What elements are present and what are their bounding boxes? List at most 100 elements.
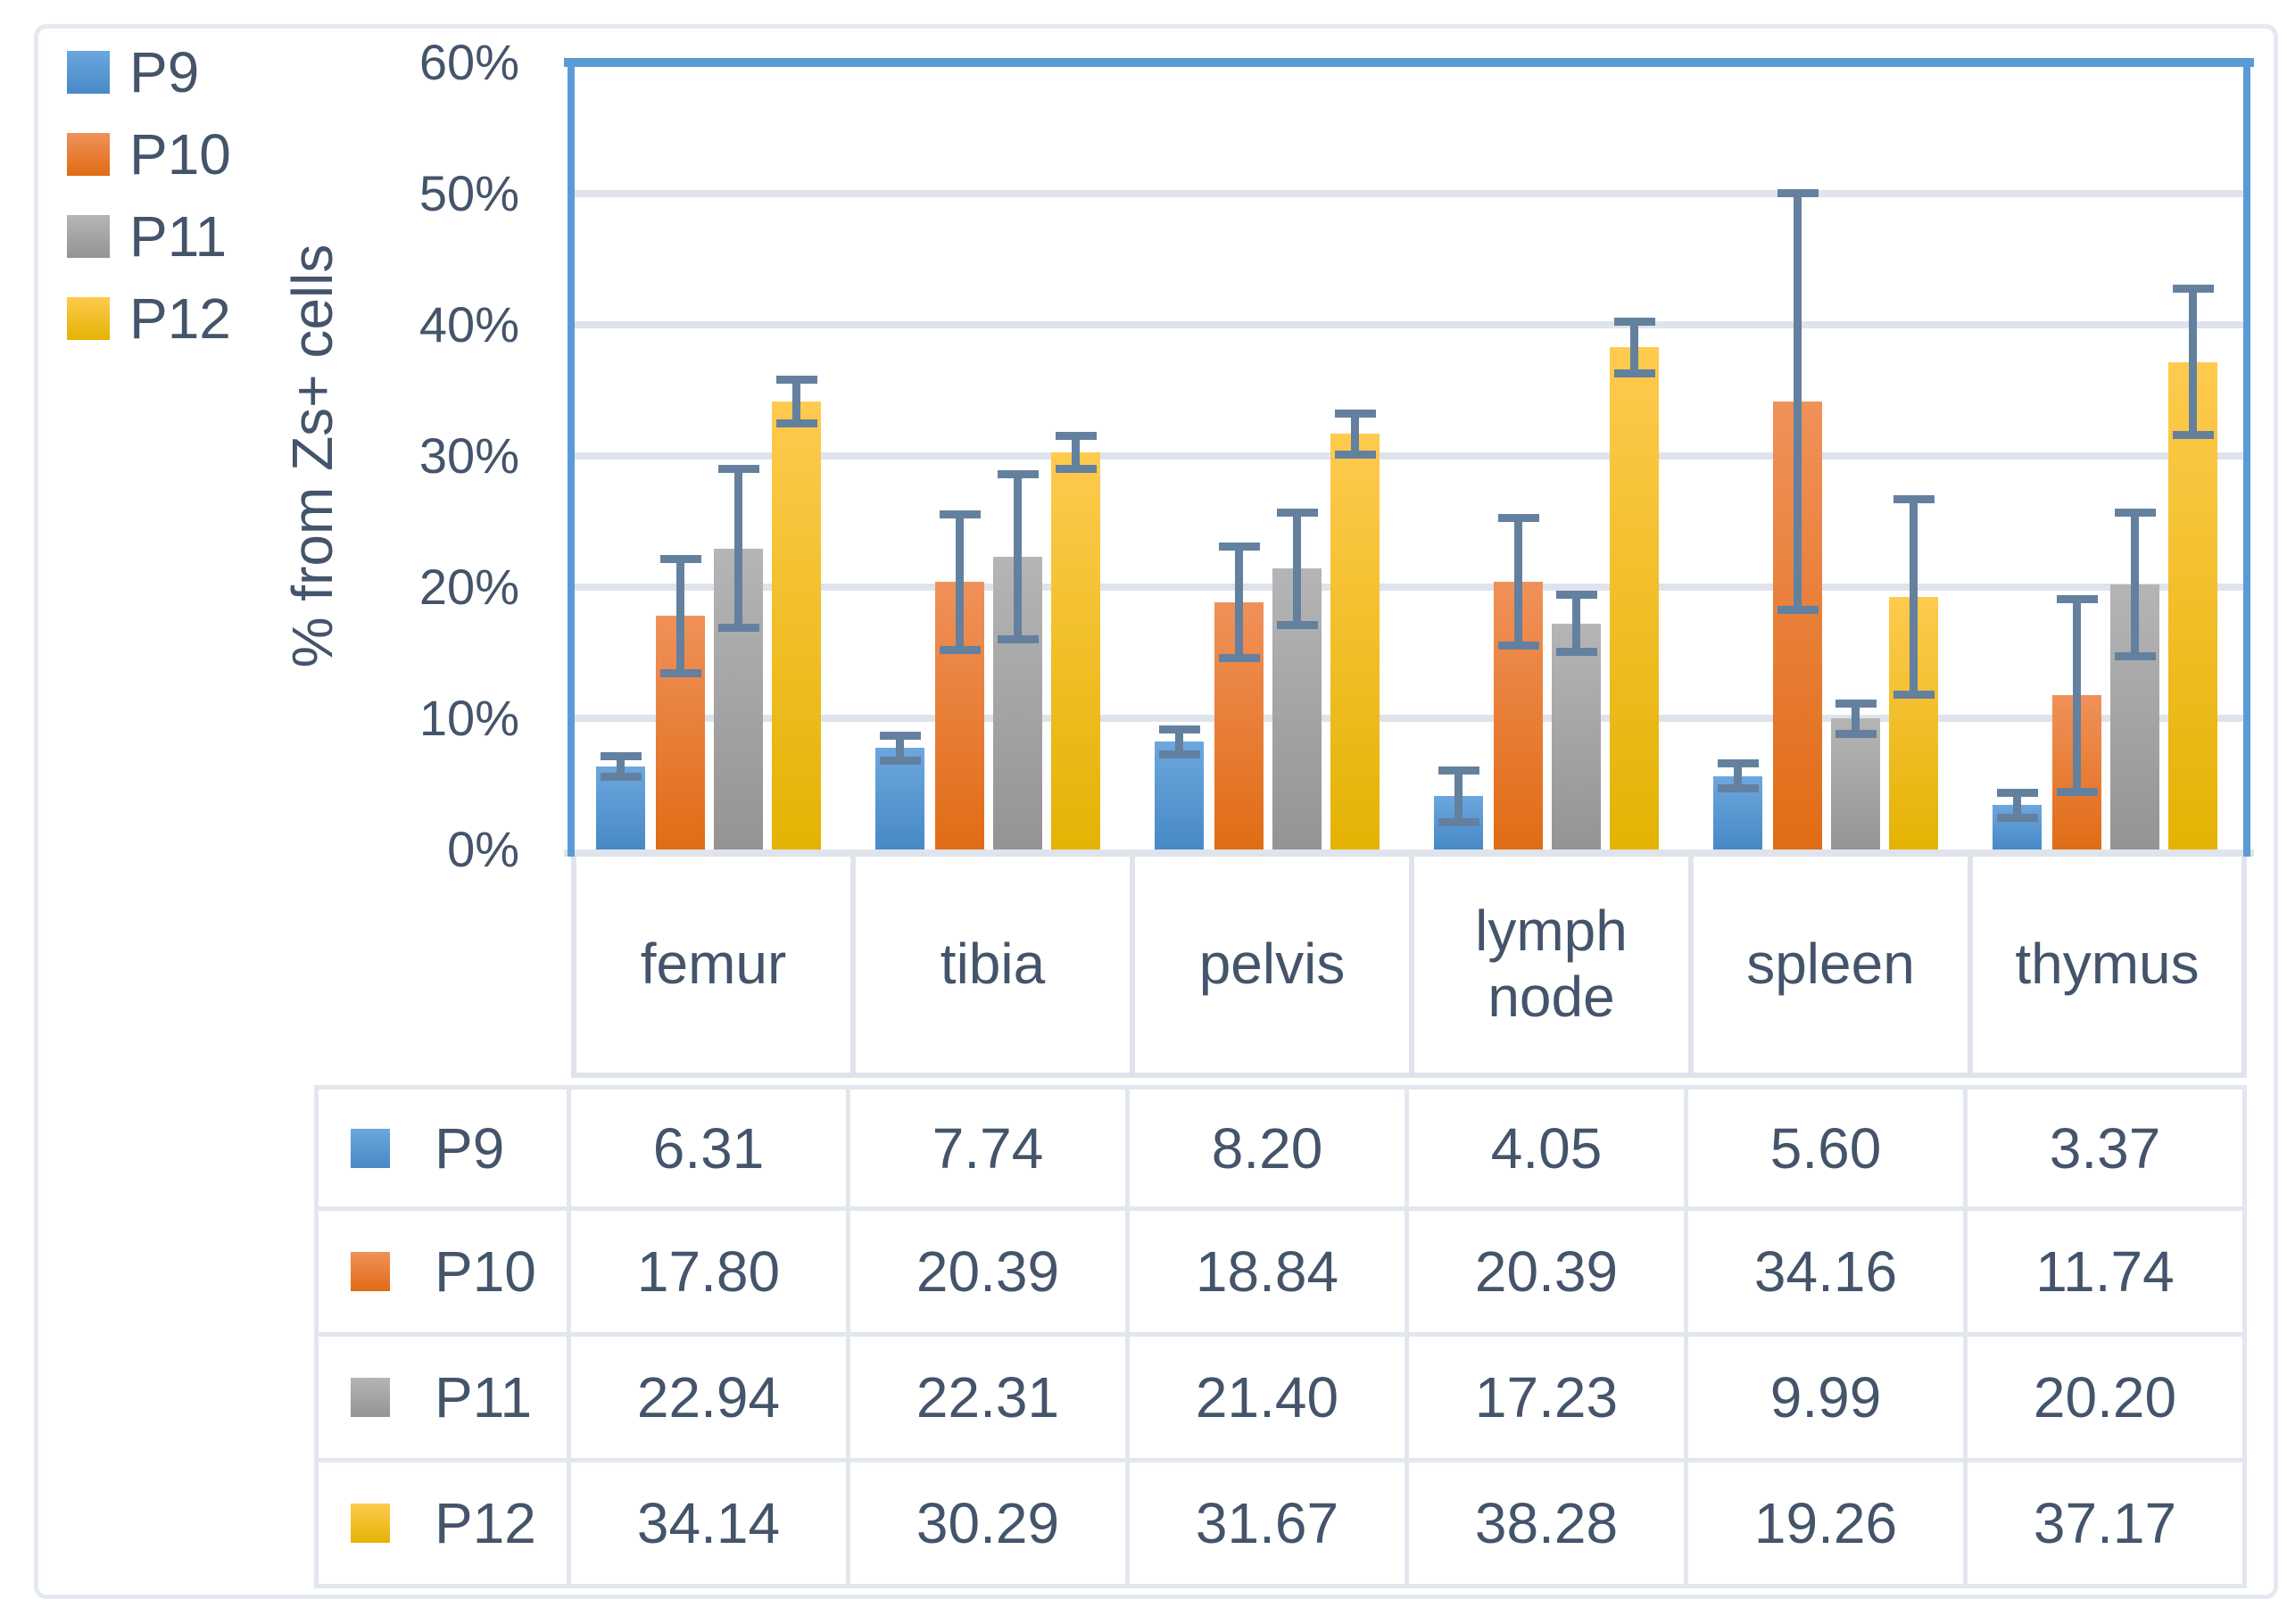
error-bar-P11-femur [734, 468, 742, 629]
error-bar-P9-spleen [1734, 762, 1742, 790]
table-cell-P9-spleen: 5.60 [1688, 1085, 1968, 1211]
error-cap-top-P9-pelvis [1158, 725, 1200, 733]
error-cap-bottom-P10-thymus [2056, 788, 2098, 797]
error-cap-top-P11-pelvis [1276, 509, 1318, 518]
error-cap-bottom-P10-spleen [1777, 605, 1819, 614]
plot-border-top [564, 58, 2254, 67]
error-bar-P9-pelvis [1175, 728, 1183, 756]
error-cap-bottom-P9-spleen [1717, 784, 1759, 793]
table-cell-P9-lymph-node: 4.05 [1409, 1085, 1688, 1211]
legend-label: P11 [129, 204, 228, 269]
table-key-swatch-P10 [351, 1252, 390, 1291]
error-cap-bottom-P11-tibia [997, 634, 1039, 643]
error-cap-top-P12-lymph node [1613, 317, 1655, 326]
table-cell-P9-femur: 6.31 [571, 1085, 850, 1211]
error-cap-top-P12-thymus [2172, 285, 2214, 294]
error-cap-top-P9-thymus [1996, 788, 2038, 797]
error-cap-bottom-P12-lymph node [1613, 369, 1655, 377]
table-cell-P10-femur: 17.80 [571, 1211, 850, 1337]
category-label-femur: femur [571, 857, 850, 1073]
legend-swatch-P11 [67, 215, 110, 258]
error-bar-P10-thymus [2073, 598, 2081, 793]
error-cap-top-P11-lymph node [1555, 591, 1597, 600]
y-tick-label-0: 0% [447, 821, 519, 877]
table-cell-P12-pelvis: 31.67 [1130, 1462, 1409, 1588]
table-cell-P10-spleen: 34.16 [1688, 1211, 1968, 1337]
table-cell-P9-tibia: 7.74 [850, 1085, 1130, 1211]
category-label-tibia: tibia [850, 857, 1130, 1073]
error-bar-P9-lymph node [1454, 770, 1463, 823]
error-cap-bottom-P10-femur [659, 669, 701, 678]
error-bar-P10-tibia [956, 513, 964, 650]
error-cap-top-P11-spleen [1835, 699, 1877, 708]
error-cap-top-P11-femur [717, 465, 759, 474]
gridline-30 [575, 452, 2243, 460]
y-tick-label-30: 30% [418, 427, 519, 484]
chart-data-table: P9 6.31 7.74 8.20 4.05 5.60 3.37 P10 17.80 20.39 1… [314, 1085, 2247, 1588]
table-cell-P11-lymph-node: 17.23 [1409, 1337, 1688, 1462]
table-cell-P11-pelvis: 21.40 [1130, 1337, 1409, 1462]
table-cell-P9-thymus: 3.37 [1968, 1085, 2247, 1211]
error-cap-bottom-P12-tibia [1055, 464, 1097, 473]
y-tick-label-60: 60% [418, 34, 519, 90]
error-cap-top-P10-femur [659, 554, 701, 563]
table-cell-P12-spleen: 19.26 [1688, 1462, 1968, 1588]
table-row-label: P10 [435, 1239, 536, 1304]
table-cell-P10-thymus: 11.74 [1968, 1211, 2247, 1337]
table-row-header-P9: P9 [314, 1085, 571, 1211]
error-cap-top-P12-tibia [1055, 431, 1097, 440]
error-bar-P11-pelvis [1293, 512, 1301, 626]
legend-item-P11: P11 [67, 208, 227, 265]
error-bar-P9-tibia [896, 734, 904, 761]
y-tick-label-20: 20% [418, 559, 519, 615]
table-key-swatch-P9 [351, 1128, 390, 1168]
bar-P12-lymph node [1610, 347, 1659, 849]
error-cap-bottom-P9-thymus [1996, 814, 2038, 823]
error-cap-top-P12-spleen [1893, 494, 1935, 503]
bar-P12-pelvis [1330, 434, 1380, 849]
plot-border-left [568, 62, 575, 857]
error-cap-bottom-P10-pelvis [1218, 654, 1260, 663]
x-axis-line [564, 849, 2254, 857]
error-cap-bottom-P9-tibia [879, 756, 921, 765]
legend-swatch-P12 [67, 297, 110, 340]
legend-item-P12: P12 [67, 290, 231, 347]
chart-figure-border [34, 24, 2278, 1599]
error-cap-top-P10-spleen [1777, 189, 1819, 198]
table-row-header-P10: P10 [314, 1211, 571, 1337]
error-cap-top-P10-pelvis [1218, 542, 1260, 551]
error-cap-top-P11-thymus [2114, 509, 2156, 518]
table-row-label: P9 [435, 1115, 505, 1181]
bar-P12-tibia [1051, 452, 1100, 849]
error-cap-bottom-P11-femur [717, 624, 759, 633]
table-cell-P11-thymus: 20.20 [1968, 1337, 2247, 1462]
table-cell-P10-lymph-node: 20.39 [1409, 1211, 1688, 1337]
category-label-row: femur tibia pelvis lymph node spleen thymus [571, 857, 2247, 1078]
error-bar-P11-thymus [2131, 512, 2139, 657]
error-bar-P12-lymph node [1630, 320, 1638, 374]
category-label-pelvis: pelvis [1130, 857, 1409, 1073]
plot-border-right [2243, 62, 2250, 857]
bar-P11-spleen [1831, 718, 1880, 849]
legend-swatch-P10 [67, 133, 110, 176]
error-cap-bottom-P12-thymus [2172, 430, 2214, 439]
error-bar-P10-lymph node [1514, 518, 1522, 647]
gridline-40 [575, 321, 2243, 328]
error-bar-P12-thymus [2189, 288, 2197, 435]
table-cell-P12-tibia: 30.29 [850, 1462, 1130, 1588]
legend-item-P9: P9 [67, 44, 199, 101]
error-cap-top-P10-lymph node [1497, 514, 1539, 523]
category-label-lymph-node: lymph node [1409, 857, 1688, 1073]
gridline-20 [575, 584, 2243, 591]
error-cap-top-P11-tibia [997, 470, 1039, 479]
error-cap-top-P9-spleen [1717, 758, 1759, 767]
error-cap-bottom-P11-thymus [2114, 651, 2156, 660]
table-key-swatch-P11 [351, 1378, 390, 1417]
y-tick-label-40: 40% [418, 296, 519, 352]
error-cap-bottom-P12-spleen [1893, 691, 1935, 700]
error-bar-P12-femur [792, 379, 800, 425]
bar-P12-thymus [2168, 361, 2217, 849]
category-label-thymus: thymus [1968, 857, 2247, 1073]
table-cell-P12-femur: 34.14 [571, 1462, 850, 1588]
error-bar-P9-femur [617, 756, 625, 777]
